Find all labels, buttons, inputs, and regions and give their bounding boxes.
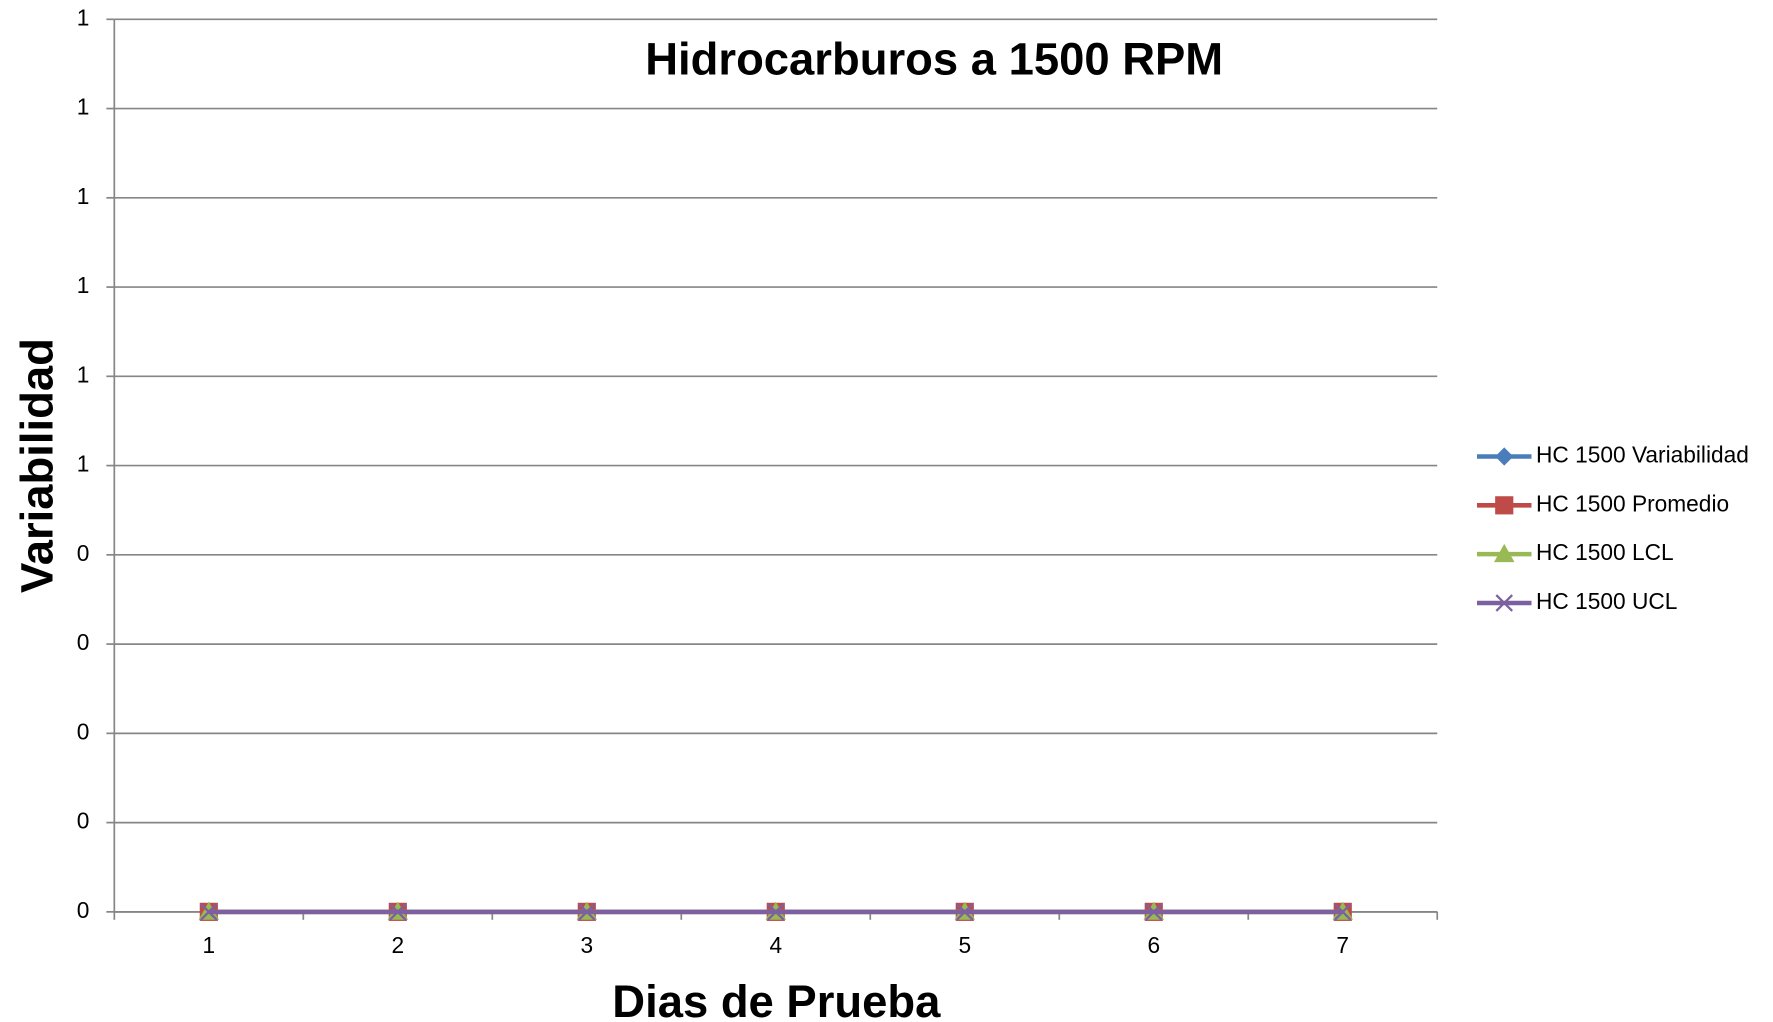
legend-label: HC 1500 LCL	[1536, 539, 1674, 565]
data-point	[200, 903, 218, 921]
x-tick-label: 1	[202, 932, 215, 958]
y-tick-label: 1	[77, 361, 90, 387]
y-tick-label: 0	[77, 808, 90, 834]
data-point	[389, 903, 407, 921]
y-tick-label: 0	[77, 718, 90, 744]
y-tick-label: 1	[77, 183, 90, 209]
data-point	[956, 903, 974, 921]
x-tick-label: 3	[580, 932, 593, 958]
legend-marker	[1495, 594, 1513, 612]
x-tick-label: 5	[958, 932, 971, 958]
data-point	[1145, 903, 1163, 921]
data-point	[1334, 903, 1352, 921]
y-tick-label: 0	[77, 897, 90, 923]
x-axis-title: Dias de Prueba	[612, 976, 941, 1022]
y-tick-label: 0	[77, 629, 90, 655]
x-tick-label: 6	[1147, 932, 1160, 958]
y-tick-label: 1	[77, 94, 90, 120]
x-tick-label: 2	[391, 932, 404, 958]
legend-label: HC 1500 Promedio	[1536, 490, 1729, 516]
legend-label: HC 1500 Variabilidad	[1536, 441, 1749, 467]
data-point	[578, 903, 596, 921]
x-tick-label: 7	[1336, 932, 1349, 958]
y-tick-label: 1	[77, 451, 90, 477]
y-tick-label: 0	[77, 540, 90, 566]
chart-title: Hidrocarburos a 1500 RPM	[645, 33, 1223, 84]
y-tick-label: 1	[77, 4, 90, 30]
y-tick-label: 1	[77, 272, 90, 298]
legend-marker	[1494, 543, 1515, 563]
legend-label: HC 1500 UCL	[1536, 588, 1677, 614]
y-axis-title: Variabilidad	[12, 338, 63, 593]
x-tick-label: 4	[769, 932, 782, 958]
legend-marker	[1495, 447, 1514, 466]
legend-marker	[1495, 496, 1514, 515]
data-point	[767, 903, 785, 921]
